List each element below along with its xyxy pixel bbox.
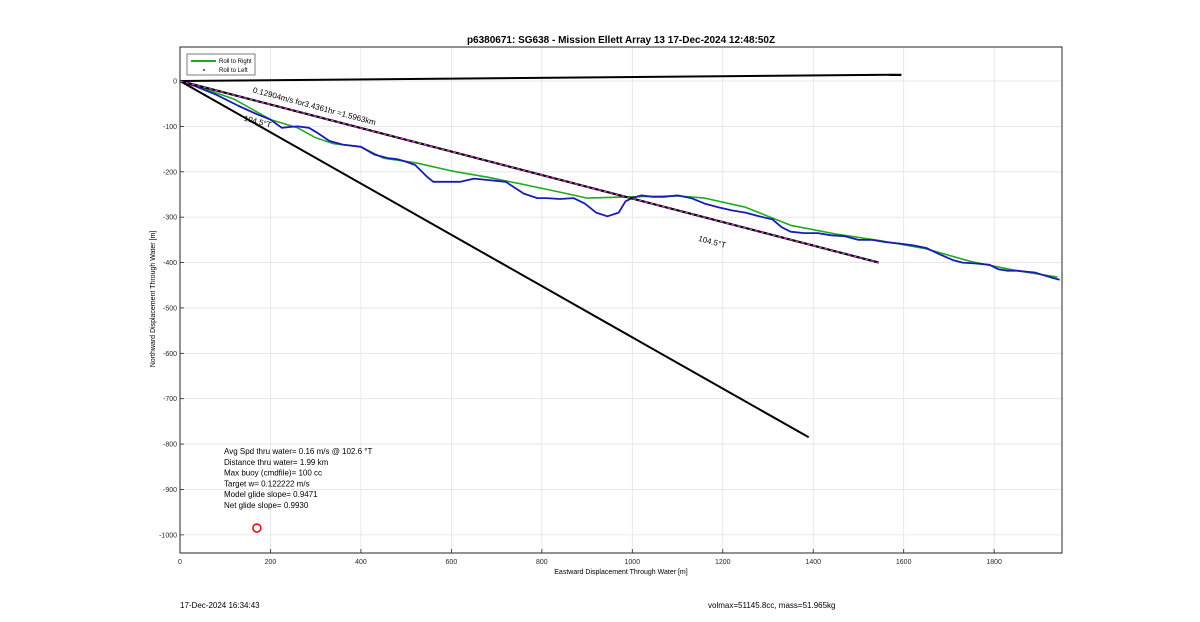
- axis-ticks: 0 200 400 600 800 1000 1200 1400 1600 1800 0 -100 -2…: [159, 79, 1002, 566]
- legend-label: Roll to Right: [219, 59, 252, 65]
- x-axis-label: Eastward Displacement Through Water [m]: [554, 569, 687, 576]
- stats-line: Distance thru water= 1.99 km: [224, 458, 329, 467]
- y-tick-label: -500: [163, 305, 177, 312]
- x-tick-label: 1800: [986, 559, 1002, 566]
- y-tick-label: -600: [163, 351, 177, 358]
- series-group: [179, 73, 1060, 533]
- stats-textbox: Avg Spd thru water= 0.16 m/s @ 102.6 °T D…: [224, 447, 372, 510]
- x-tick-label: 200: [265, 559, 277, 566]
- y-tick-label: -700: [163, 396, 177, 403]
- x-tick-label: 0: [178, 559, 182, 566]
- annotations: 0.12904m/s for3.4361hr =1.5963km104.5°T1…: [243, 86, 727, 250]
- series-heading-line: [179, 80, 810, 439]
- x-tick-label: 400: [355, 559, 367, 566]
- x-tick-label: 1200: [715, 559, 731, 566]
- stats-line: Avg Spd thru water= 0.16 m/s @ 102.6 °T: [224, 447, 372, 456]
- footer-timestamp: 17-Dec-2024 16:34:43: [180, 601, 260, 610]
- grid: [179, 47, 1062, 553]
- y-tick-label: -400: [163, 260, 177, 267]
- y-tick-label: -1000: [159, 532, 177, 539]
- series-northward-line: [179, 73, 902, 82]
- annotation-text: 104.5°T: [243, 114, 273, 130]
- plot-frame: [179, 46, 1063, 554]
- x-tick-label: 600: [446, 559, 458, 566]
- x-tick-label: 1400: [805, 559, 821, 566]
- y-tick-label: 0: [173, 79, 177, 86]
- footer-volmax-mass: volmax=51145.8cc, mass=51.965kg: [708, 601, 836, 610]
- stats-line: Net glide slope= 0.9930: [224, 501, 309, 510]
- y-tick-label: -800: [163, 442, 177, 449]
- series-average-track-dash: [179, 80, 879, 264]
- x-tick-label: 800: [536, 559, 548, 566]
- y-axis-label: Northward Displacement Through Water [m]: [150, 231, 157, 368]
- stats-line: Model glide slope= 0.9471: [224, 490, 318, 499]
- legend: Roll to Right Roll to Left: [186, 53, 256, 76]
- x-tick-label: 1000: [625, 559, 641, 566]
- legend-label: Roll to Left: [219, 68, 248, 74]
- y-tick-label: -200: [163, 169, 177, 176]
- y-tick-label: -300: [163, 215, 177, 222]
- stats-line: Max buoy (cmdfile)= 100 cc: [224, 469, 322, 478]
- legend-swatch-dot: [203, 69, 205, 71]
- end-marker: [252, 523, 262, 533]
- y-tick-label: -900: [163, 487, 177, 494]
- stats-line: Target w= 0.122222 m/s: [224, 479, 310, 488]
- y-tick-label: -100: [163, 124, 177, 131]
- x-tick-label: 1600: [896, 559, 912, 566]
- chart-title: p6380671: SG638 - Mission Ellett Array 1…: [467, 35, 775, 46]
